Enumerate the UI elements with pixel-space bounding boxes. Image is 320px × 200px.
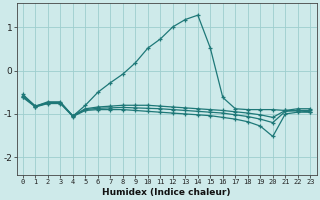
X-axis label: Humidex (Indice chaleur): Humidex (Indice chaleur) xyxy=(102,188,231,197)
